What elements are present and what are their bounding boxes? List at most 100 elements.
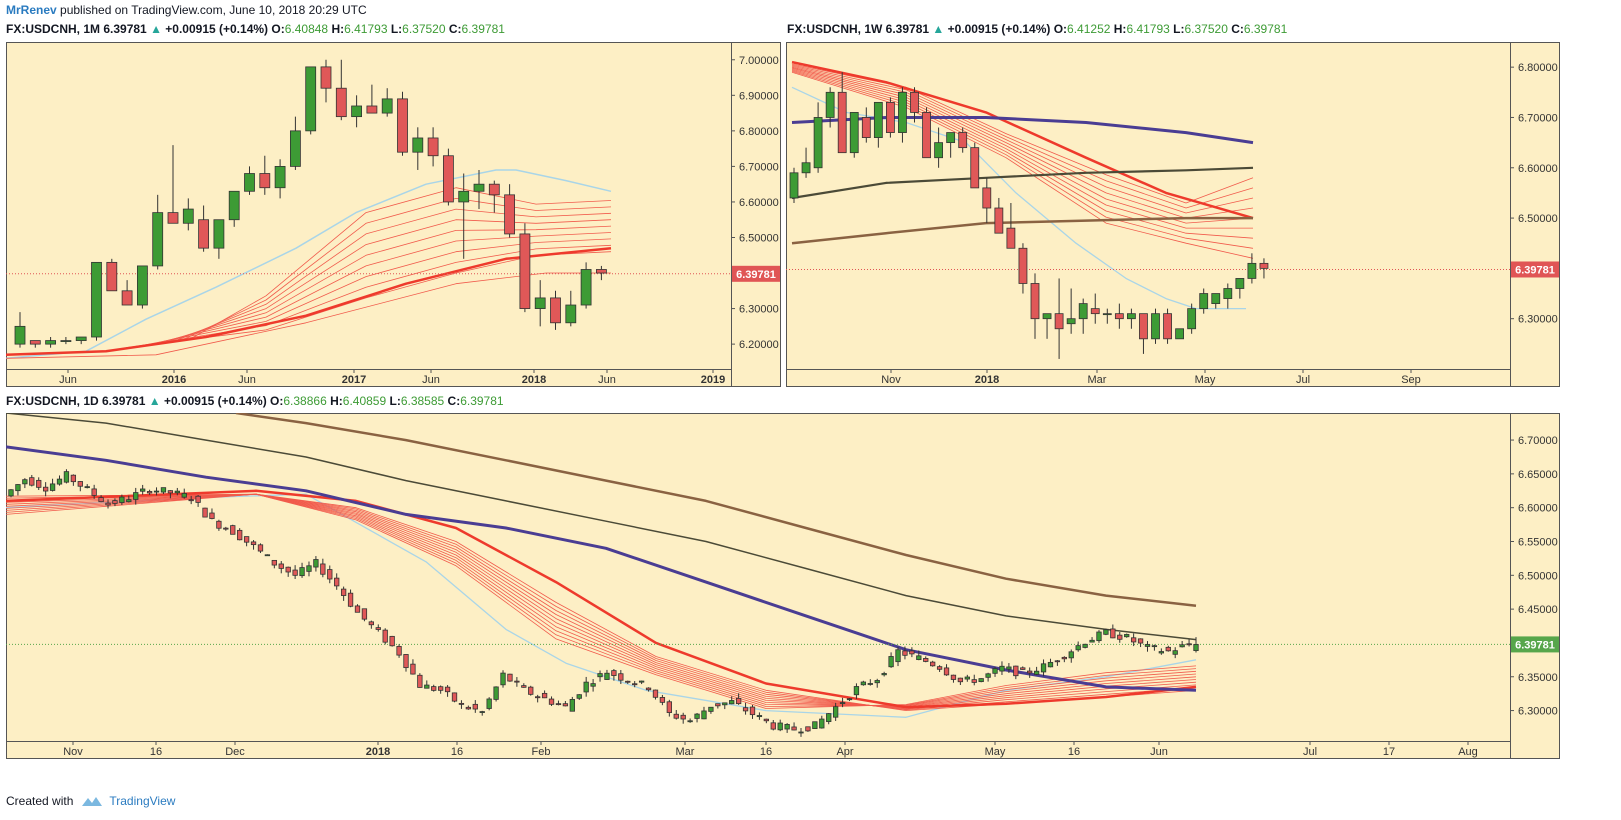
candle	[1124, 633, 1130, 638]
candle	[188, 495, 194, 505]
candle-body	[611, 670, 617, 676]
ema-line	[6, 493, 1197, 709]
candle-body	[729, 700, 735, 705]
candle-body	[756, 715, 763, 718]
candle-body	[1054, 660, 1061, 663]
weekly-legend: FX:USDCNH, 1W 6.39781 ▲ +0.00915 (+0.14%…	[787, 22, 1287, 36]
y-tick-label: 6.70000	[1518, 112, 1558, 124]
ema-line	[791, 64, 1254, 209]
candle-body	[950, 674, 957, 680]
candle	[160, 487, 167, 495]
candle	[982, 177, 992, 224]
candle-body	[250, 541, 257, 546]
candle	[1158, 648, 1165, 655]
legend-c-value: 6.39781	[461, 22, 505, 36]
author-name[interactable]: MrRenev	[6, 3, 57, 17]
candle-body	[861, 117, 871, 138]
candle-body	[632, 683, 638, 686]
candle-body	[1013, 665, 1019, 677]
candle	[604, 669, 610, 680]
candle-body	[970, 147, 980, 189]
candle-body	[381, 98, 393, 114]
candle-body	[888, 656, 894, 668]
x-tick-label: May	[1195, 374, 1216, 386]
candle-body	[22, 479, 28, 485]
candle-body	[396, 646, 402, 656]
candle	[140, 484, 146, 495]
candle-body	[1089, 639, 1095, 643]
candle	[278, 561, 284, 574]
candle-body	[479, 711, 485, 713]
weekly-chart[interactable]: 6.300006.400006.500006.600006.700006.800…	[786, 42, 1560, 387]
candle	[1114, 303, 1124, 329]
candle-body	[209, 512, 215, 519]
tradingview-link[interactable]: TradingView	[109, 794, 176, 808]
candle-body	[666, 701, 672, 713]
candle-body	[493, 686, 499, 700]
ema-thick-line	[791, 60, 1254, 220]
candle	[354, 604, 361, 613]
candle-body	[136, 265, 148, 306]
candle-body	[1103, 629, 1109, 635]
candle	[412, 127, 424, 170]
daily-chart[interactable]: 6.300006.350006.400006.450006.500006.550…	[6, 413, 1560, 759]
candle-body	[534, 297, 546, 309]
publish-line: MrRenev published on TradingView.com, Ju…	[6, 3, 367, 17]
candle	[826, 713, 832, 725]
ema-line	[6, 493, 1197, 710]
moving-averages	[6, 413, 1197, 718]
ema-line	[173, 208, 612, 342]
candle-body	[431, 686, 437, 691]
candle	[930, 660, 936, 667]
candle	[994, 197, 1004, 234]
legend-l-label: L:	[389, 394, 401, 408]
candle	[257, 543, 264, 554]
candle	[340, 586, 347, 601]
candle	[1068, 649, 1074, 663]
candle-body	[680, 714, 686, 720]
candle	[867, 679, 873, 686]
candle	[652, 689, 659, 700]
candle	[472, 700, 478, 713]
candle-body	[742, 707, 749, 712]
candle	[1018, 243, 1028, 294]
candle	[1259, 258, 1269, 279]
monthly-chart[interactable]: 6.200006.300006.400006.500006.600006.700…	[6, 42, 781, 387]
candle	[306, 561, 312, 577]
legend-h-value: 6.41793	[344, 22, 391, 36]
candle	[1042, 313, 1052, 339]
candle-body	[881, 673, 887, 676]
candle	[550, 290, 561, 330]
candle-body	[112, 500, 118, 504]
y-tick-label: 6.30000	[1518, 314, 1558, 326]
candle-body	[504, 194, 516, 235]
y-tick-label: 6.60000	[1518, 163, 1558, 175]
candle-body	[985, 673, 991, 678]
candle-body	[458, 190, 470, 203]
candle	[1040, 659, 1047, 677]
candle-body	[819, 718, 825, 729]
candle-body	[119, 496, 125, 503]
price-label: 6.39781	[1511, 636, 1559, 653]
candle-body	[140, 488, 146, 492]
candle-body	[1027, 670, 1033, 674]
candle	[320, 558, 326, 578]
candle-body	[576, 694, 582, 699]
candle-body	[934, 142, 944, 159]
candle-body	[874, 680, 880, 684]
moving-averages	[6, 169, 612, 360]
y-tick-label: 6.65000	[1518, 469, 1558, 481]
candle	[327, 565, 333, 584]
y-tick-label: 6.50000	[1518, 570, 1558, 582]
candle	[1030, 273, 1040, 339]
publish-info: published on TradingView.com, June 10, 2…	[60, 3, 367, 17]
y-tick-label: 6.70000	[739, 161, 779, 173]
candle	[1139, 313, 1148, 354]
candle	[488, 180, 500, 213]
candle-body	[994, 207, 1004, 234]
candle	[898, 87, 907, 143]
candle-body	[1211, 293, 1221, 305]
candle-body	[1235, 278, 1245, 289]
candle	[789, 167, 799, 203]
candle	[687, 718, 693, 723]
